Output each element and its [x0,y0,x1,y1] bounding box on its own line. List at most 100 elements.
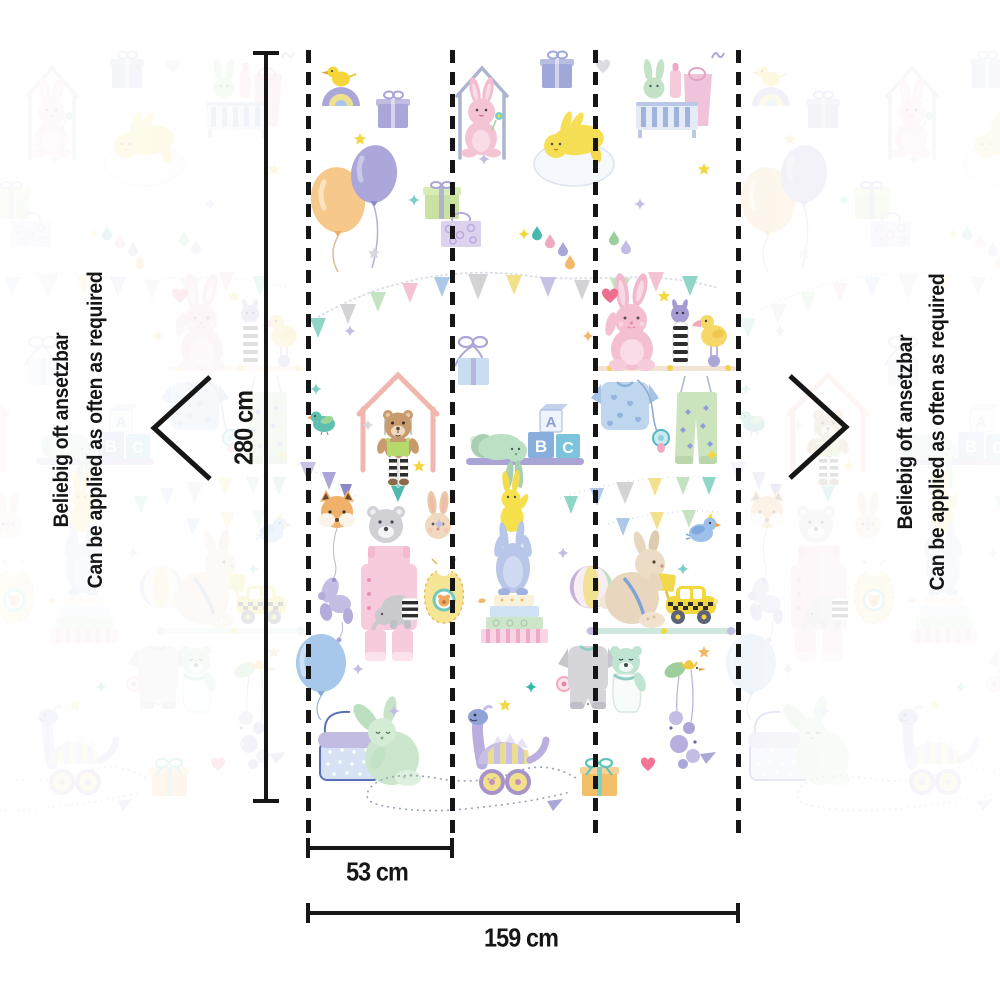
motif-clothes-line [591,376,717,464]
motif-sparkle [955,681,967,693]
motif-drop [621,240,631,254]
motif-bunny-head [425,490,451,539]
motif-sparkle [344,325,356,337]
motif-sparkle [677,563,689,575]
motif-drop [609,231,619,245]
motif-rainbow-bird [750,65,791,107]
motif-bear-head [367,506,405,543]
motif-heart [210,757,226,771]
motif-star5 [929,699,941,711]
motif-teddy-house [359,375,437,502]
motif-overalls [359,544,420,663]
motif-tri [547,799,563,811]
motif-clothes-line [161,376,287,464]
motif-taxi [666,586,718,624]
motif-sparkle [518,228,530,240]
panel-width-dimension-line [306,838,454,858]
motif-sparkle [774,325,786,337]
motif-bunny-chain [465,403,585,644]
motif-shelf2 [586,627,736,635]
repeat-note-left-english: Can be applied as often as required [84,271,107,589]
motif-sparkle [152,330,164,342]
motif-sparkle [782,663,794,675]
motif-star5 [268,646,280,658]
motif-star5 [698,646,710,658]
motif-sparkle [557,547,569,559]
motif-mobile [661,658,707,770]
total-width-dimension-line [306,903,740,923]
motif-star5 [658,290,670,302]
motif-squiggle [281,52,295,59]
motif-crib-bunny [635,57,713,140]
motif-teddy-house [789,375,867,502]
motif-gift [375,90,411,129]
panel-seam-line-2 [450,50,455,837]
motif-dino [468,706,546,793]
motif-onesie [125,644,190,711]
motif-gift [969,50,1000,89]
motif-drop [135,255,145,269]
motif-sparkle [310,383,322,395]
panel-width-dimension-label: 53 cm [346,856,409,887]
height-dimension-label: 280 cm [228,391,259,465]
motif-balloons [737,142,831,272]
motif-gift [805,90,841,129]
motif-sleeping-bunny [747,694,852,787]
motif-teddy-house [0,375,7,502]
motif-onesie [555,644,620,711]
motif-shelf2 [156,627,306,635]
repeat-note-left-german: Beliebig oft ansetzbar [50,332,73,528]
motif-balloon-blue [726,634,776,720]
motif-cloud-bunny [103,109,185,187]
motif-teal-bird [306,411,336,436]
motif-drop [995,255,1000,269]
motif-cloud-bunny [963,109,1000,187]
pattern-tile [296,50,737,812]
motif-teal-bear [178,644,220,714]
motif-star5 [354,133,366,145]
motif-sparkle [88,228,100,240]
motif-crib-bunny [205,57,283,140]
motif-drop [565,255,575,269]
motif-sparkle [634,198,646,210]
motif-frame-bunny [455,66,509,160]
motif-sparkle [948,228,960,240]
motif-sparkle [127,547,139,559]
motif-tri [270,752,286,764]
motif-sparkle [95,681,107,693]
motif-squiggle [711,52,725,59]
pattern-tile [726,50,1000,812]
motif-overalls [789,544,850,663]
motif-gifts-two [0,181,52,248]
motif-star5 [69,699,81,711]
motif-tri [117,799,133,811]
motif-star5 [268,163,280,175]
motif-sparkle [838,194,850,206]
motif-bib [423,558,465,624]
motif-star5 [228,290,240,302]
motif-gift-ribbon [453,335,491,387]
repeat-note-right-german: Beliebig oft ansetzbar [894,334,917,530]
motif-cloud-bunny [533,109,615,187]
motif-heart [595,59,611,73]
motif-sparkle [352,663,364,675]
motif-bunting-main [309,271,719,339]
motif-sleeping-bunny [317,694,422,787]
motif-gift-orange [578,757,621,798]
motif-dino [38,706,116,793]
motif-raindrops [962,226,998,256]
motif-bunny-head [0,490,21,539]
motif-star5 [413,460,425,472]
repeat-note-right-english: Can be applied as often as required [926,273,949,591]
motif-gift [109,50,145,89]
motif-bib [0,558,35,624]
motif-frame-bunny [25,66,79,160]
motif-star5 [698,163,710,175]
height-dimension-line [253,51,279,803]
motif-onesie [985,644,1000,711]
motif-drop [191,240,201,254]
panel-seam-line-1 [306,50,311,837]
motif-balloons [307,142,401,272]
